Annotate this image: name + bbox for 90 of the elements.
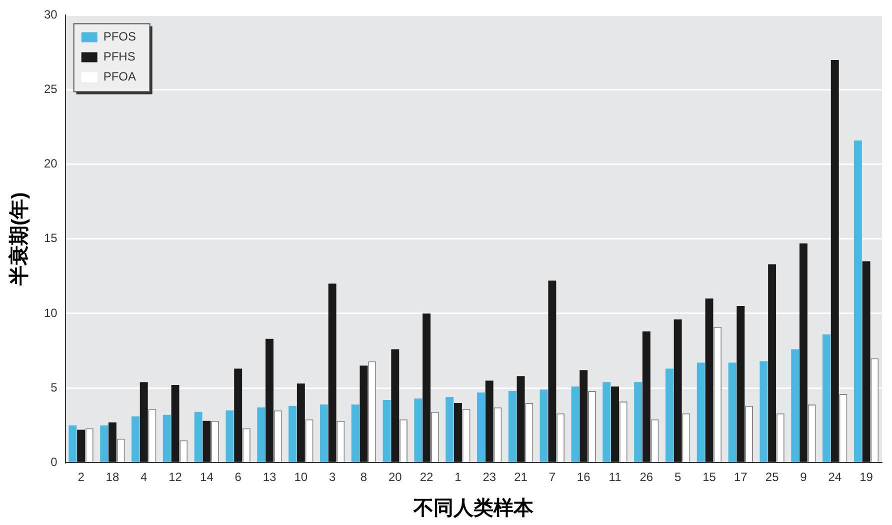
y-tick-label: 10 xyxy=(44,306,58,320)
y-axis-title: 半衰期(年) xyxy=(8,192,31,287)
bar xyxy=(602,382,611,462)
bar xyxy=(696,362,705,462)
bar xyxy=(830,60,839,462)
y-tick-label: 15 xyxy=(44,231,58,246)
bar xyxy=(140,382,148,462)
x-tick-label: 13 xyxy=(262,470,277,484)
bar xyxy=(728,362,736,462)
legend-label: PFHS xyxy=(103,50,136,64)
x-tick-label: 20 xyxy=(388,470,402,484)
x-tick-label: 14 xyxy=(200,470,214,484)
bar xyxy=(360,366,368,462)
x-tick-label: 6 xyxy=(234,470,242,484)
x-tick-label: 11 xyxy=(608,470,622,484)
bar xyxy=(320,404,328,462)
x-tick-label: 12 xyxy=(168,470,182,484)
x-tick-label: 16 xyxy=(576,470,591,484)
x-tick-label: 22 xyxy=(420,470,434,484)
x-tick-label: 8 xyxy=(360,470,368,484)
bar xyxy=(422,313,431,462)
bar xyxy=(571,386,580,462)
x-tick-label: 7 xyxy=(548,470,556,484)
x-tick-label: 3 xyxy=(328,470,336,484)
bar xyxy=(68,425,77,462)
bar xyxy=(171,385,180,462)
y-tick-label: 0 xyxy=(50,454,58,469)
bar xyxy=(296,384,305,462)
bar xyxy=(77,430,86,462)
bar xyxy=(454,402,462,462)
y-tick-label: 30 xyxy=(44,8,58,22)
bar xyxy=(414,398,422,462)
x-tick-label: 5 xyxy=(674,470,682,484)
bar xyxy=(446,396,454,462)
x-tick-label: 4 xyxy=(140,470,148,484)
bar xyxy=(328,284,336,462)
x-tick-label: 9 xyxy=(800,470,808,484)
bar xyxy=(516,376,525,462)
bar xyxy=(634,382,642,462)
bar xyxy=(705,298,714,462)
bar xyxy=(266,338,274,462)
legend-label: PFOA xyxy=(103,70,136,84)
bar xyxy=(791,349,800,462)
x-tick-label: 21 xyxy=(514,470,528,484)
x-tick-label: 23 xyxy=(482,470,496,484)
bar xyxy=(760,361,768,462)
bar xyxy=(540,390,548,462)
bar xyxy=(665,368,674,462)
bar xyxy=(642,331,650,462)
bar xyxy=(580,370,588,462)
y-tick-label: 20 xyxy=(44,156,58,171)
bar xyxy=(100,425,108,462)
y-tick-label: 25 xyxy=(44,82,58,96)
bar xyxy=(162,414,171,462)
bar xyxy=(736,306,745,462)
bar xyxy=(485,380,494,462)
x-tick-label: 17 xyxy=(734,470,748,484)
bar xyxy=(108,422,116,462)
bar xyxy=(674,319,682,462)
x-tick-label: 15 xyxy=(702,470,716,484)
bar xyxy=(611,386,619,462)
x-tick-label: 2 xyxy=(78,470,85,484)
bar xyxy=(226,410,234,462)
x-tick-label: 18 xyxy=(106,470,120,484)
bar xyxy=(508,391,516,462)
bar xyxy=(351,404,360,462)
x-tick-label: 24 xyxy=(828,470,842,484)
bar xyxy=(477,392,485,462)
bar xyxy=(548,280,556,462)
bar xyxy=(257,407,266,462)
x-tick-label: 25 xyxy=(765,470,780,484)
x-tick-label: 1 xyxy=(454,470,462,484)
bar xyxy=(799,243,808,462)
bar xyxy=(768,264,776,462)
legend-label: PFOS xyxy=(103,30,136,44)
x-tick-label: 26 xyxy=(640,470,654,484)
bar xyxy=(234,368,242,462)
x-axis-title: 不同人类样本 xyxy=(412,498,535,520)
bar xyxy=(862,261,870,462)
bar xyxy=(382,400,391,462)
y-tick-label: 5 xyxy=(50,380,58,394)
bar xyxy=(288,406,297,462)
bar xyxy=(194,412,202,462)
x-tick-label: 10 xyxy=(294,470,308,484)
bar xyxy=(854,140,862,462)
bar xyxy=(132,416,140,462)
bar xyxy=(822,334,830,462)
bar xyxy=(391,349,400,462)
x-tick-label: 19 xyxy=(860,470,874,484)
bar xyxy=(202,420,211,462)
